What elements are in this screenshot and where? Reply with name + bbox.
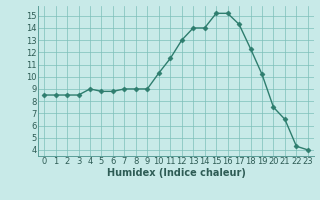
- X-axis label: Humidex (Indice chaleur): Humidex (Indice chaleur): [107, 168, 245, 178]
